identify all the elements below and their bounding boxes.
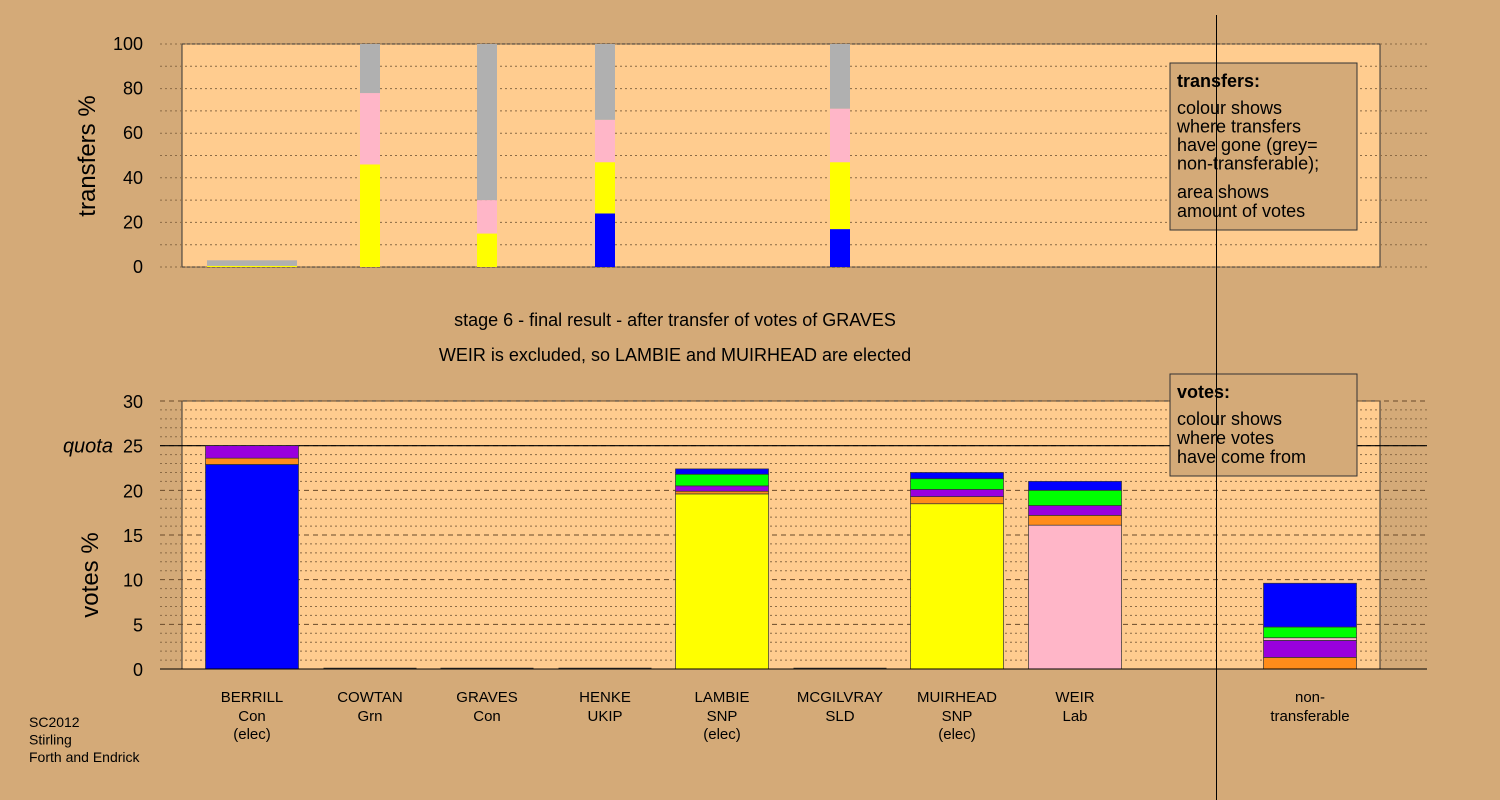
transfers-y-tick: 20 — [123, 212, 143, 232]
vote-bar-weir-grn — [1028, 489, 1122, 506]
transfer-bar-graves-nontransferable — [477, 44, 497, 201]
votes-y-tick: 30 — [123, 392, 143, 412]
transfers-y-tick: 40 — [123, 168, 143, 188]
transfer-bar-mcgilvray-snp — [830, 162, 850, 230]
vote-bar-lambie-snp — [675, 493, 769, 670]
vote-bar-weir-con — [1028, 481, 1122, 491]
vote-bar-berrill-con — [205, 464, 299, 670]
vote-bar-muirhead-ukip — [910, 489, 1004, 497]
vote-bar-nontransferable-ukip — [1263, 640, 1357, 658]
transfers-legend-text: amount of votes — [1177, 201, 1305, 221]
vote-bar-nontransferable-sld — [1263, 657, 1357, 670]
candidate-party: Con — [238, 708, 266, 725]
transfers-legend-text: colour shows — [1177, 98, 1282, 118]
stage-title: stage 6 - final result - after transfer … — [454, 310, 896, 330]
transfers-y-tick: 80 — [123, 79, 143, 99]
stage-subtitle: WEIR is excluded, so LAMBIE and MUIRHEAD… — [439, 345, 911, 365]
candidate-party: SNP — [707, 708, 738, 725]
candidate-name: WEIR — [1055, 689, 1094, 706]
transfer-bar-mcgilvray-con — [830, 229, 850, 267]
vote-bar-muirhead-con — [910, 472, 1004, 480]
candidate-name: MCGILVRAY — [797, 689, 883, 706]
transfers-legend-text: have gone (grey= — [1177, 135, 1318, 155]
transfer-bar-cowtan-nontransferable — [360, 44, 380, 94]
transfers-legend-title: transfers: — [1177, 71, 1260, 91]
transfers-y-tick: 0 — [133, 257, 143, 277]
votes-y-tick: 0 — [133, 660, 143, 680]
transfer-bar-henke-nontransferable — [595, 44, 615, 120]
votes-legend-box — [1169, 373, 1358, 477]
transfers-y-axis-label: transfers % — [74, 95, 101, 216]
vote-bar-muirhead-grn — [910, 478, 1004, 490]
vote-bar-nontransferable-lab — [1263, 637, 1357, 641]
candidate-status: (elec) — [938, 726, 976, 743]
transfer-bar-henke-snp — [595, 162, 615, 214]
transfer-bar-graves-lab — [477, 200, 497, 234]
transfers-y-tick: 60 — [123, 123, 143, 143]
transfers-legend-text: area shows — [1177, 182, 1269, 202]
votes-y-axis-label: votes % — [77, 532, 104, 617]
caption-line: Stirling — [29, 732, 72, 748]
candidate-name: LAMBIE — [694, 689, 749, 706]
votes-y-tick: 25 — [123, 437, 143, 457]
votes-legend-title: votes: — [1177, 382, 1230, 402]
vote-bar-weir-sld — [1028, 514, 1122, 526]
transfers-y-tick: 100 — [113, 34, 143, 54]
vote-bar-lambie-ukip — [675, 485, 769, 492]
vote-bar-weir-lab — [1028, 524, 1122, 670]
vote-bar-muirhead-sld — [910, 496, 1004, 505]
votes-legend-text: colour shows — [1177, 409, 1282, 429]
candidate-party: Con — [473, 708, 501, 725]
transfers-legend-text: where transfers — [1176, 117, 1301, 137]
vote-bar-lambie-sld — [675, 490, 769, 495]
vote-bar-lambie-grn — [675, 473, 769, 487]
transfer-bar-cowtan-lab — [360, 93, 380, 165]
caption-line: Forth and Endrick — [29, 749, 140, 765]
transfer-bar-cowtan-snp — [360, 164, 380, 267]
votes-y-tick: 5 — [133, 615, 143, 635]
transfer-bar-henke-con — [595, 213, 615, 267]
transfer-bar-henke-lab — [595, 119, 615, 163]
transfer-bar-mcgilvray-lab — [830, 108, 850, 163]
candidate-party: SLD — [825, 708, 854, 725]
candidate-name: MUIRHEAD — [917, 689, 997, 706]
transfers-legend-text: non-transferable); — [1177, 154, 1319, 174]
candidate-party: SNP — [942, 708, 973, 725]
vote-bar-nontransferable-con — [1263, 582, 1357, 628]
transfer-bar-mcgilvray-nontransferable — [830, 44, 850, 109]
candidate-party: Grn — [357, 708, 382, 725]
caption-line: SC2012 — [29, 714, 80, 730]
candidate-name: BERRILL — [221, 689, 284, 706]
votes-y-tick: 20 — [123, 481, 143, 501]
votes-legend-text: where votes — [1176, 428, 1274, 448]
transfers-legend-box — [1169, 62, 1358, 231]
vote-bar-berrill-ukip — [205, 445, 299, 459]
votes-y-tick: 15 — [123, 526, 143, 546]
votes-legend-text: have come from — [1177, 447, 1306, 467]
candidate-name: GRAVES — [456, 689, 517, 706]
nontransferable-label: transferable — [1270, 708, 1349, 725]
candidate-status: (elec) — [703, 726, 741, 743]
vote-bar-berrill-sld — [205, 457, 299, 465]
vote-bar-muirhead-snp — [910, 503, 1004, 670]
votes-y-tick: 10 — [123, 571, 143, 591]
quota-label: quota — [63, 436, 113, 458]
vote-bar-weir-ukip — [1028, 505, 1122, 516]
transfer-bar-berrill-nontransferable — [207, 260, 297, 266]
nontransferable-label: non- — [1295, 689, 1325, 706]
vote-bar-nontransferable-grn — [1263, 626, 1357, 639]
vote-bar-lambie-con — [675, 468, 769, 475]
candidate-status: (elec) — [233, 726, 271, 743]
candidate-name: HENKE — [579, 689, 631, 706]
candidate-name: COWTAN — [337, 689, 403, 706]
transfer-bar-graves-snp — [477, 233, 497, 267]
candidate-party: Lab — [1062, 708, 1087, 725]
candidate-party: UKIP — [587, 708, 622, 725]
transfer-bar-berrill-snp — [207, 265, 297, 267]
